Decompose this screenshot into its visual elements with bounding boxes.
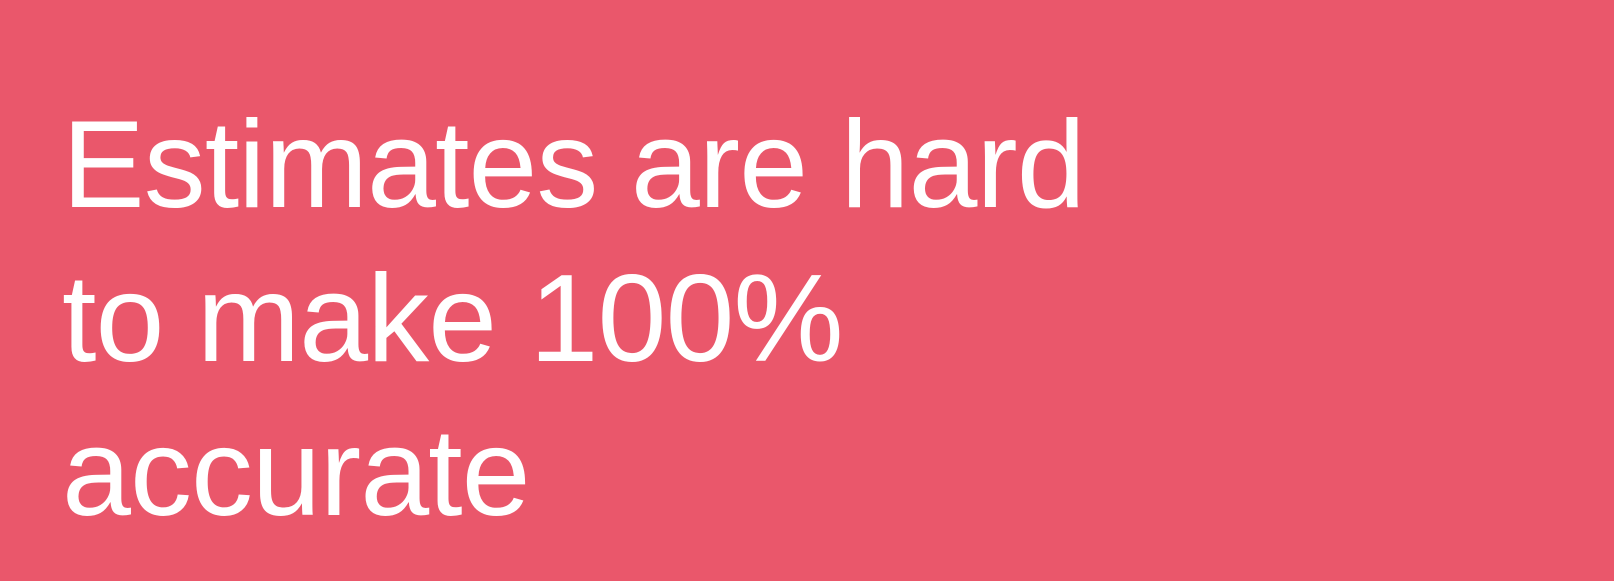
headline-line-1: Estimates are hard: [62, 96, 1086, 234]
headline: Estimates are hard to make 100% accurate: [62, 88, 1086, 550]
headline-line-2: to make 100%: [62, 250, 844, 388]
headline-line-3: accurate: [62, 404, 531, 542]
